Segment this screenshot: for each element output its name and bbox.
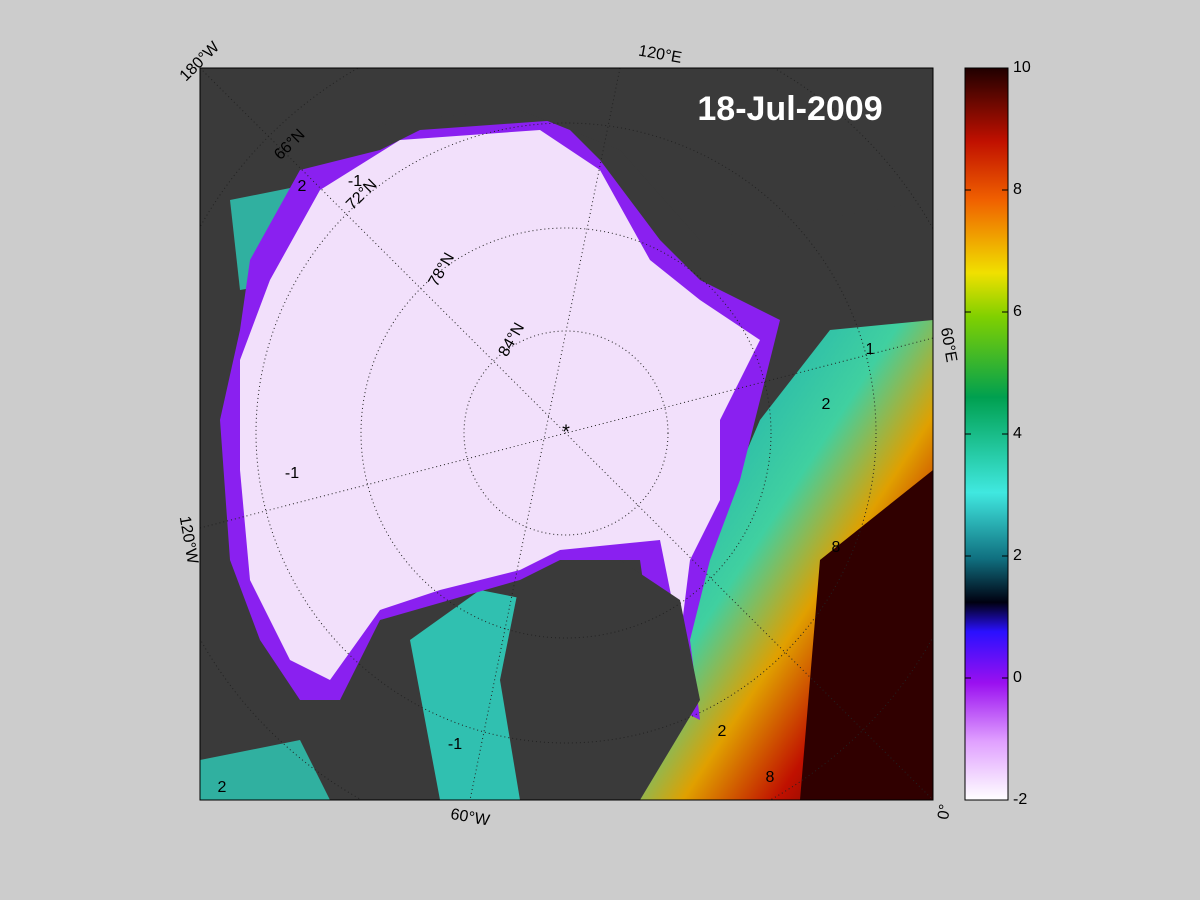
contour-label: -1 bbox=[285, 465, 299, 482]
graticule-circle bbox=[360, 227, 772, 639]
graticule bbox=[200, 68, 933, 800]
map: * bbox=[200, 68, 933, 800]
graticule-circle bbox=[255, 122, 877, 744]
graticule-circle bbox=[463, 330, 669, 536]
colorbar bbox=[964, 67, 1009, 801]
colorbar-tick-label: 4 bbox=[1013, 425, 1022, 442]
contour-label: -1 bbox=[348, 173, 362, 190]
meridian bbox=[200, 68, 933, 800]
map-frame bbox=[199, 67, 934, 801]
longitude-label: 120°W bbox=[176, 515, 201, 566]
longitude-label: 120°E bbox=[637, 43, 683, 67]
baffin-bay bbox=[410, 590, 530, 800]
warm-water bbox=[800, 470, 933, 800]
eurasia bbox=[200, 68, 933, 240]
contour-labels: -1 2 2 8 8 -1 2 1 -1 2 bbox=[218, 173, 875, 796]
colorbar-tick-label: 10 bbox=[1013, 59, 1031, 76]
colorbar-tick-label: 0 bbox=[1013, 669, 1022, 686]
contour-label: 2 bbox=[822, 396, 831, 413]
longitude-label: 0° bbox=[935, 803, 954, 821]
contour-label: 1 bbox=[866, 341, 875, 358]
pole-marker: * bbox=[562, 421, 570, 443]
contour-label: -1 bbox=[448, 736, 462, 753]
contour-label: 2 bbox=[298, 178, 307, 195]
contour-label: 2 bbox=[718, 723, 727, 740]
longitude-label: 60°E bbox=[937, 326, 960, 363]
colorbar-tick-label: 6 bbox=[1013, 303, 1022, 320]
longitude-label: 60°W bbox=[449, 806, 492, 830]
meridian bbox=[469, 68, 621, 800]
greenland bbox=[500, 560, 700, 800]
colorbar-tick-label: 8 bbox=[1013, 181, 1022, 198]
hudson-bay bbox=[200, 740, 330, 800]
contour-label: 8 bbox=[766, 769, 775, 786]
colorbar-ticks: -2 0 2 4 6 8 10 bbox=[965, 59, 1031, 808]
date-title: 18-Jul-2009 bbox=[697, 90, 882, 128]
contour-label: 8 bbox=[832, 539, 841, 556]
colorbar-tick-label: 2 bbox=[1013, 547, 1022, 564]
contour-label: 2 bbox=[218, 779, 227, 796]
sea-ice bbox=[240, 130, 760, 680]
colorbar-tick-label: -2 bbox=[1013, 791, 1027, 808]
